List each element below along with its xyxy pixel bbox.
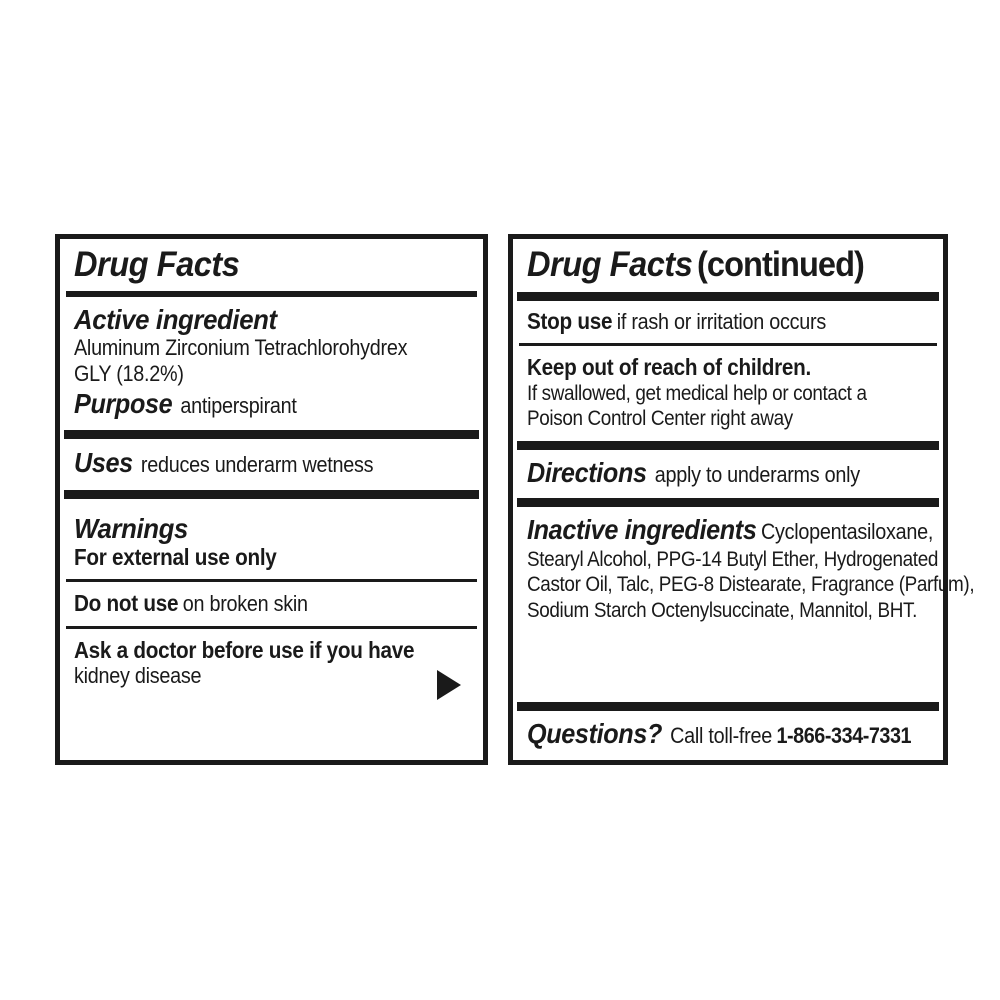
inactive-ingredients-line1: Cyclopentasiloxane, (760, 519, 934, 545)
section-divider-warnings (64, 489, 479, 499)
warnings-rule-2 (66, 626, 477, 630)
keep-out-of-reach-heading: Keep out of reach of children. (527, 354, 812, 381)
warnings-rule-1 (66, 579, 477, 583)
inactive-ingredients-first-line: Inactive ingredients Cyclopentasiloxane, (527, 514, 933, 546)
questions-heading: Questions? (527, 717, 663, 749)
inactive-ingredients-section: Inactive ingredients Cyclopentasiloxane, … (517, 510, 975, 629)
page-title-main: Drug Facts (527, 245, 693, 284)
do-not-use-lead: Do not use (74, 590, 179, 617)
warnings-section: Warnings For external use only Do not us… (64, 503, 479, 726)
stop-use-row: Stop use if rash or irritation occurs (527, 308, 889, 335)
inactive-ingredients-line3: Castor Oil, Talc, PEG-8 Distearate, Frag… (527, 573, 975, 597)
drug-facts-panel-right: Drug Facts (continued) Stop use if rash or… (508, 234, 975, 765)
section-divider-questions (517, 701, 939, 711)
keep-out-of-reach-line1: If swallowed, get medical help or contac… (527, 381, 867, 405)
inactive-ingredients-heading: Inactive ingredients (527, 514, 757, 546)
purpose-text: antiperspirant (180, 392, 297, 418)
page-title-continued: Drug Facts (continued) (527, 247, 901, 283)
active-ingredient-section: Active ingredient Aluminum Zirconium Tet… (64, 300, 479, 427)
drug-facts-panel-left: Drug Facts Active ingredient Aluminum Zi… (55, 234, 488, 765)
warnings-external-use: For external use only (74, 544, 277, 571)
active-ingredient-line2: GLY (18.2%) (74, 361, 184, 387)
questions-section: Questions? Call toll-free 1-866-334-7331 (517, 714, 939, 756)
inactive-ingredients-line2: Stearyl Alcohol, PPG-14 Butyl Ether, Hyd… (527, 547, 939, 571)
keep-out-of-reach-line2: Poison Control Center right away (527, 407, 793, 431)
stop-use-rule (519, 343, 937, 347)
directions-text: apply to underarms only (654, 461, 860, 487)
active-ingredient-heading: Active ingredient (74, 303, 277, 335)
directions-heading: Directions (527, 456, 647, 488)
active-ingredient-line1: Aluminum Zirconium Tetrachlorohydrex (74, 335, 408, 361)
uses-section: Uses reduces underarm wetness (64, 443, 479, 485)
section-divider-uses (64, 430, 479, 440)
questions-phone: 1-866-334-7331 (776, 722, 912, 748)
left-box-primary: Drug Facts Active ingredient Aluminum Zi… (64, 243, 479, 426)
triangle-right-icon (437, 669, 461, 700)
questions-text: Call toll-free (670, 722, 772, 748)
section-divider-inactive (517, 498, 939, 508)
stop-use-tail: if rash or irritation occurs (616, 308, 826, 334)
purpose-heading: Purpose (74, 387, 173, 419)
page-title-suffix: (continued) (697, 245, 865, 284)
uses-text: reduces underarm wetness (140, 452, 374, 478)
title-divider (66, 290, 477, 297)
stop-use-lead: Stop use (527, 307, 613, 334)
uses-heading: Uses (74, 447, 133, 479)
ask-doctor-line1: Ask a doctor before use if you have (74, 637, 415, 664)
do-not-use-tail: on broken skin (182, 591, 308, 617)
ask-doctor-line2: kidney disease (74, 663, 202, 689)
keep-out-of-reach-section: Keep out of reach of children. If swallo… (517, 350, 939, 437)
section-divider-stop-use (517, 291, 939, 301)
warnings-heading: Warnings (74, 512, 188, 544)
section-divider-directions (517, 440, 939, 450)
purpose-section: Purpose antiperspirant (74, 388, 430, 420)
warnings-do-not-use: Do not use on broken skin (74, 590, 430, 617)
directions-section: Directions apply to underarms only (517, 453, 939, 495)
stop-use-section: Stop use if rash or irritation occurs Kee… (517, 304, 939, 438)
page-title: Drug Facts (74, 245, 240, 284)
inactive-ingredients-line4: Sodium Starch Octenylsuccinate, Mannitol… (527, 598, 917, 622)
right-title-box: Drug Facts (continued) (517, 243, 939, 289)
